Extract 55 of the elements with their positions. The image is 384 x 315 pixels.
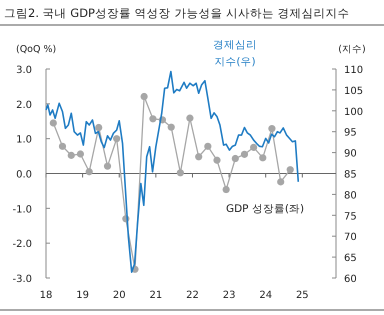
y-tick-label: -2.0 [12, 239, 32, 250]
y-tick-label: 0.0 [16, 170, 32, 180]
point [240, 150, 248, 158]
point [104, 162, 112, 170]
point [213, 156, 221, 164]
point [286, 166, 294, 174]
point [204, 142, 212, 150]
y2-tick-label: 95 [344, 128, 357, 139]
point [58, 142, 66, 150]
point [50, 119, 57, 127]
series-label: GDP 성장률(좌) [226, 203, 304, 215]
y2-tick-label: 105 [344, 86, 364, 97]
y-axis-title: (QoQ %) [16, 44, 56, 55]
chart-title: 그림2. 국내 GDP성장률 역성장 가능성을 시사하는 경제심리지수 [4, 6, 350, 20]
point [95, 124, 102, 132]
y-tick-label: 1.0 [16, 134, 32, 146]
y2-tick-label: 75 [344, 211, 357, 222]
point [259, 154, 266, 162]
point [113, 135, 120, 142]
point [86, 168, 93, 176]
point [149, 115, 157, 122]
point [68, 152, 75, 159]
point [195, 153, 202, 160]
x-tick-label: 22 [186, 290, 199, 301]
y2-tick-label: 65 [344, 253, 357, 264]
point [277, 178, 284, 186]
x-tick-label: 20 [112, 290, 126, 301]
x-tick-label: 25 [296, 290, 309, 301]
x-tick-label: 18 [40, 290, 52, 301]
y2-tick-label: 70 [344, 232, 357, 244]
series-label: 경제심리 지수(우) [213, 39, 257, 68]
point [186, 114, 194, 122]
y2-tick-label: 90 [344, 148, 357, 160]
point [250, 144, 258, 151]
point [140, 92, 148, 100]
y2-tick-label: 110 [344, 65, 364, 76]
point [176, 169, 184, 176]
point [268, 124, 276, 132]
y2-tick-label: 80 [344, 190, 357, 202]
x-tick-label: 23 [222, 290, 236, 301]
point [222, 186, 230, 194]
y2-tick-label: 100 [344, 106, 364, 118]
y-tick-label: -3.0 [12, 274, 32, 285]
point [76, 150, 84, 158]
y-tick-label: -1.0 [12, 204, 32, 216]
y2-axis-title: (지수) [338, 44, 366, 55]
y-tick-label: 2.0 [16, 100, 32, 111]
x-tick-label: 24 [259, 290, 272, 301]
point [168, 124, 175, 131]
x-tick-label: 21 [149, 290, 162, 301]
x-tick-label: 19 [76, 290, 89, 301]
point [232, 154, 239, 162]
y2-tick-label: 60 [344, 274, 357, 285]
y2-tick-label: 85 [344, 170, 357, 180]
y-tick-label: 3.0 [16, 65, 32, 76]
